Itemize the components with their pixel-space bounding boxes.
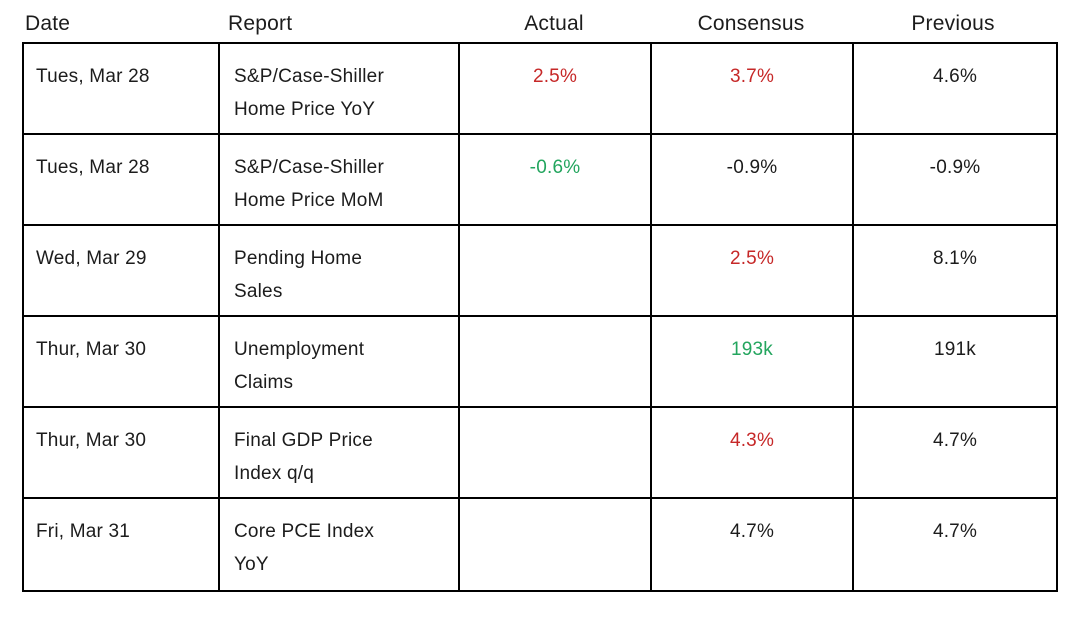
header-consensus: Consensus	[697, 12, 805, 35]
table-header: Date Report Actual Consensus Previous	[22, 8, 1076, 42]
header-previous: Previous	[911, 12, 995, 35]
cell-consensus: 193k	[652, 317, 854, 406]
cell-previous: 8.1%	[932, 248, 978, 269]
cell-consensus: 4.7%	[652, 499, 854, 590]
cell-previous: 191k	[933, 339, 976, 360]
cell-actual	[460, 317, 652, 406]
cell-report: S&P/Case-Shiller Home Price MoM	[220, 135, 460, 224]
cell-date: Tues, Mar 28	[24, 44, 220, 133]
cell-previous: 4.7%	[932, 521, 978, 542]
table-row: Thur, Mar 30 Unemployment Claims 193k 19…	[24, 317, 1056, 408]
cell-date: Fri, Mar 31	[24, 499, 220, 590]
cell-actual	[460, 499, 652, 590]
cell-previous: 4.6%	[932, 66, 978, 87]
cell-date: Thur, Mar 30	[24, 408, 220, 497]
table-row: Wed, Mar 29 Pending Home Sales 2.5% 8.1%	[24, 226, 1056, 317]
cell-date: Thur, Mar 30	[24, 317, 220, 406]
table-row: Tues, Mar 28 S&P/Case-Shiller Home Price…	[24, 44, 1056, 135]
cell-previous: 4.7%	[932, 430, 978, 451]
table-row: Fri, Mar 31 Core PCE Index YoY 4.7% 4.7%	[24, 499, 1056, 590]
cell-actual	[460, 408, 652, 497]
cell-consensus: 4.3%	[652, 408, 854, 497]
cell-report: Pending Home Sales	[220, 226, 460, 315]
header-actual: Actual	[524, 12, 584, 35]
cell-report: S&P/Case-Shiller Home Price YoY	[220, 44, 460, 133]
cell-actual	[460, 226, 652, 315]
cell-previous: -0.9%	[929, 157, 981, 178]
cell-consensus: 3.7%	[652, 44, 854, 133]
cell-report: Unemployment Claims	[220, 317, 460, 406]
cell-report: Core PCE Index YoY	[220, 499, 460, 590]
cell-actual: 2.5%	[460, 44, 652, 133]
cell-actual: -0.6%	[460, 135, 652, 224]
cell-date: Wed, Mar 29	[24, 226, 220, 315]
table-row: Thur, Mar 30 Final GDP Price Index q/q 4…	[24, 408, 1056, 499]
cell-consensus: -0.9%	[652, 135, 854, 224]
economic-calendar-table: Date Report Actual Consensus Previous Tu…	[22, 8, 1076, 592]
cell-consensus: 2.5%	[652, 226, 854, 315]
cell-date: Tues, Mar 28	[24, 135, 220, 224]
header-date: Date	[25, 12, 71, 35]
header-report: Report	[228, 12, 293, 35]
table-body: Tues, Mar 28 S&P/Case-Shiller Home Price…	[22, 42, 1058, 592]
table-row: Tues, Mar 28 S&P/Case-Shiller Home Price…	[24, 135, 1056, 226]
cell-report: Final GDP Price Index q/q	[220, 408, 460, 497]
